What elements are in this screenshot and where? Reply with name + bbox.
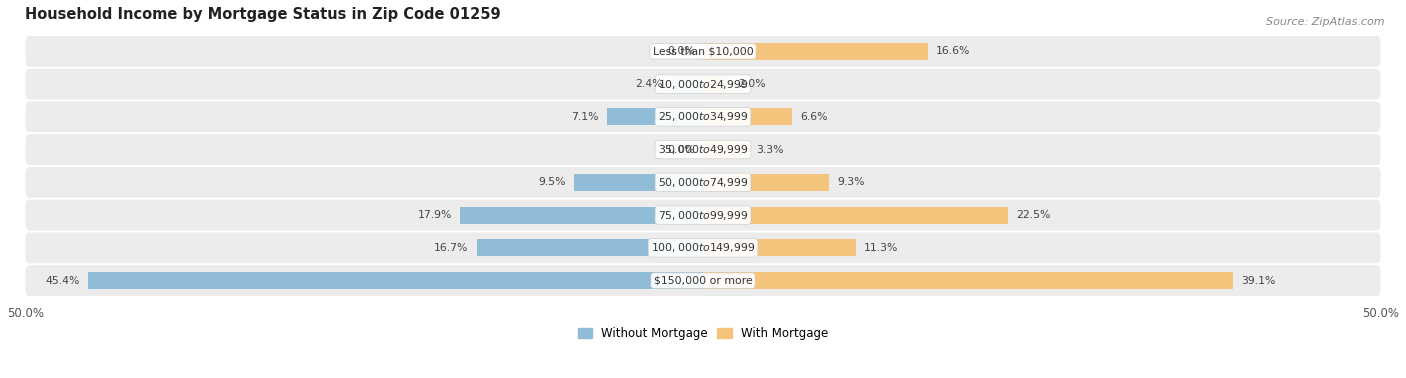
Text: $100,000 to $149,999: $100,000 to $149,999 [651,241,755,254]
Text: 11.3%: 11.3% [865,243,898,253]
FancyBboxPatch shape [25,232,1381,263]
Legend: Without Mortgage, With Mortgage: Without Mortgage, With Mortgage [574,322,832,345]
Text: Household Income by Mortgage Status in Zip Code 01259: Household Income by Mortgage Status in Z… [25,7,501,22]
Bar [703,207,1008,224]
Bar [607,108,703,125]
Text: 45.4%: 45.4% [45,276,80,286]
Bar [574,174,703,191]
Text: 3.3%: 3.3% [756,145,783,155]
Text: Less than $10,000: Less than $10,000 [652,46,754,56]
Text: $50,000 to $74,999: $50,000 to $74,999 [658,176,748,189]
FancyBboxPatch shape [25,200,1381,231]
Text: 9.5%: 9.5% [538,177,567,187]
Text: $150,000 or more: $150,000 or more [654,276,752,286]
FancyBboxPatch shape [25,167,1381,198]
Bar [460,207,703,224]
FancyBboxPatch shape [25,265,1381,296]
Bar [703,43,928,60]
Text: $75,000 to $99,999: $75,000 to $99,999 [658,209,748,222]
Bar [703,272,1233,289]
FancyBboxPatch shape [25,36,1381,67]
Text: 9.3%: 9.3% [837,177,865,187]
FancyBboxPatch shape [25,101,1381,132]
Bar [477,239,703,256]
Text: Source: ZipAtlas.com: Source: ZipAtlas.com [1267,17,1385,27]
Text: 0.0%: 0.0% [666,145,695,155]
Text: 16.7%: 16.7% [434,243,468,253]
Text: 2.0%: 2.0% [738,79,766,89]
Text: 2.4%: 2.4% [636,79,662,89]
Text: 16.6%: 16.6% [936,46,970,56]
Bar [703,76,730,93]
Text: $35,000 to $49,999: $35,000 to $49,999 [658,143,748,156]
Text: 22.5%: 22.5% [1017,210,1050,220]
Bar [703,239,856,256]
Bar [703,174,830,191]
Text: 17.9%: 17.9% [418,210,453,220]
Text: 0.0%: 0.0% [666,46,695,56]
Bar [671,76,703,93]
Text: $25,000 to $34,999: $25,000 to $34,999 [658,110,748,123]
Bar [87,272,703,289]
FancyBboxPatch shape [25,134,1381,165]
Text: 39.1%: 39.1% [1241,276,1275,286]
Text: 6.6%: 6.6% [800,112,828,122]
Bar [703,141,748,158]
Text: 7.1%: 7.1% [571,112,599,122]
Text: $10,000 to $24,999: $10,000 to $24,999 [658,77,748,91]
FancyBboxPatch shape [25,69,1381,99]
Bar [703,108,793,125]
